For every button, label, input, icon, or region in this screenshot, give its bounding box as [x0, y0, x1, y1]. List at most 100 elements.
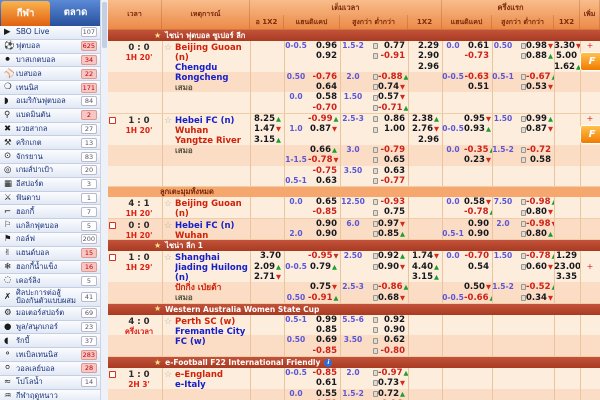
odds-cell[interactable]: -0.79 [366, 145, 408, 155]
odds-cell[interactable]: -0.75 [308, 166, 340, 176]
live-match-checkbox[interactable] [109, 371, 116, 379]
sidebar-item[interactable]: ⌐ ฮอกกี้ 7 [0, 205, 100, 220]
odds-cell[interactable]: 0.75 [366, 207, 408, 217]
odds-cell[interactable]: 0.99▲ [514, 114, 554, 124]
odds-cell[interactable]: 0.85▲ [366, 229, 408, 239]
favorite-star-icon[interactable]: ☆ [164, 116, 173, 127]
sidebar-item[interactable]: ≈ โปโลน้ำ 14 [0, 375, 100, 390]
odds-cell[interactable]: -0.78▲ [464, 207, 492, 217]
odds-cell[interactable]: -0.78▼ [308, 155, 340, 165]
sidebar-item[interactable]: ◌ เคอร์ลิง 5 [0, 274, 100, 289]
more-markets-plus-icon[interactable]: + [586, 114, 594, 124]
odds-cell[interactable]: 0.93▲ [464, 124, 492, 134]
team-name[interactable]: ปักกิ่ง เป่ยต้า [175, 283, 222, 294]
odds-cell[interactable]: -0.70 [464, 251, 492, 261]
team-name[interactable]: Fremantle City FC (w) [175, 326, 246, 347]
team-name[interactable]: Shanghai Jiading Huilong (n) [175, 253, 248, 284]
cashout-f-button[interactable]: F [580, 52, 600, 72]
odds-cell[interactable]: 0.80▲ [514, 229, 554, 239]
odds-cell[interactable]: 0.69 [308, 335, 340, 345]
odds-cell[interactable]: -0.63 [464, 72, 492, 82]
odds-cell[interactable]: 2.71▼ [250, 272, 284, 282]
odds-cell[interactable]: 0.57▼ [366, 92, 408, 102]
odds-cell[interactable]: 2.96 [408, 62, 442, 72]
odds-cell[interactable]: 0.53▼ [514, 82, 554, 92]
tab-market[interactable]: ตลาด [63, 7, 88, 18]
league-header[interactable]: ★ ไชน่า ลีก 1 [108, 240, 600, 252]
more-markets-plus-icon[interactable]: + [586, 41, 594, 50]
odds-cell[interactable]: -0.66▲ [464, 293, 492, 303]
favorite-star-icon[interactable]: ☆ [164, 370, 173, 381]
odds-cell[interactable]: 0.65 [366, 155, 408, 165]
odds-cell[interactable]: 0.77 [366, 41, 408, 51]
odds-cell[interactable]: 5.00 [554, 51, 580, 61]
sidebar-item[interactable]: ✖ มวยสากล 27 [0, 122, 100, 137]
odds-cell[interactable]: 2.96 [408, 135, 442, 145]
sidebar-item[interactable]: ▶ SBO Live 107 [0, 26, 100, 40]
odds-cell[interactable]: 0.96 [308, 41, 340, 51]
sidebar-item[interactable]: ◗ อเมริกันฟุตบอล 84 [0, 94, 100, 109]
league-header[interactable]: ★ ไชน่า ฟุตบอล ซูเปอร์ ลีก [108, 30, 600, 41]
team-name[interactable]: Hebei FC (n) [175, 116, 235, 127]
odds-cell[interactable]: 0.75▼ [308, 282, 340, 292]
sidebar-item[interactable]: ⚑ กอล์ฟ 200 [0, 232, 100, 247]
odds-cell[interactable]: 0.95▼ [464, 114, 492, 124]
sidebar-item[interactable]: ⚬ เทเบิลเทนนิส 283 [0, 348, 100, 363]
odds-cell[interactable]: 0.97▼ [366, 219, 408, 229]
sidebar-item[interactable]: ● พูล/สนุกเกอร์ 23 [0, 320, 100, 335]
odds-cell[interactable]: 4.40▲ [408, 262, 442, 272]
odds-cell[interactable]: 0.90▼ [366, 262, 408, 272]
odds-cell[interactable]: 2.90 [408, 51, 442, 61]
live-match-checkbox[interactable] [109, 254, 116, 262]
odds-cell[interactable]: 0.34▼ [514, 293, 554, 303]
odds-cell[interactable]: 0.86 [366, 114, 408, 124]
odds-cell[interactable]: 0.85 [308, 325, 340, 335]
odds-cell[interactable]: -0.85 [308, 346, 340, 356]
odds-cell[interactable]: 8.25▲ [250, 114, 284, 124]
odds-cell[interactable]: 0.63 [308, 176, 340, 186]
team-name[interactable]: Beijing Guoan (n) [175, 43, 242, 63]
team-name[interactable]: Wuhan Yangtze River [175, 230, 209, 240]
odds-cell[interactable]: -0.99▲ [308, 114, 340, 124]
odds-cell[interactable]: -0.91▲ [308, 293, 340, 303]
odds-cell[interactable]: 0.99 [308, 315, 340, 325]
sidebar-item[interactable]: ⚲ แบดมินตัน 2 [0, 108, 100, 123]
odds-cell[interactable]: -0.93 [366, 197, 408, 207]
odds-cell[interactable]: -0.76 [308, 72, 340, 82]
odds-cell[interactable]: -0.73 [464, 51, 492, 61]
sidebar-item[interactable]: ❄ ฮอกกี้น้ำแข็ง 16 [0, 260, 100, 275]
live-match-checkbox[interactable] [109, 221, 116, 229]
sidebar-item[interactable]: ▦ อีสปอร์ต 3 [0, 177, 100, 192]
odds-cell[interactable]: 3.70 [250, 251, 284, 261]
odds-cell[interactable]: -0.70 [308, 103, 340, 113]
odds-cell[interactable]: -0.91 [366, 51, 408, 61]
odds-cell[interactable]: 0.50▼ [464, 282, 492, 292]
sidebar-item[interactable]: ⊙ จักรยาน 83 [0, 150, 100, 164]
odds-cell[interactable]: -0.88▲ [366, 72, 408, 82]
team-name[interactable]: Hebei FC (n) [175, 220, 235, 231]
odds-cell[interactable]: 1.74▼ [408, 251, 442, 261]
odds-cell[interactable]: 0.58▼ [464, 197, 492, 207]
odds-cell[interactable]: 0.60▼ [514, 262, 554, 272]
odds-cell[interactable]: 0.88▲ [514, 51, 554, 61]
odds-cell[interactable]: -0.98▼ [514, 219, 554, 229]
league-header[interactable]: ★ e-Football F22 International Friendly i [108, 357, 600, 369]
odds-cell[interactable]: 2.09▲ [250, 262, 284, 272]
odds-cell[interactable]: 0.66▲ [308, 145, 340, 155]
odds-cell[interactable]: 0.90 [366, 325, 408, 335]
odds-cell[interactable]: 0.54 [464, 262, 492, 272]
odds-cell[interactable]: 1.29 [554, 251, 580, 261]
sidebar-item[interactable]: ⚙ มอเตอร์สปอร์ต 69 [0, 306, 100, 321]
info-icon[interactable]: i [324, 358, 333, 367]
team-name[interactable]: Chengdu Rongcheng [175, 63, 229, 83]
odds-cell[interactable]: 1.00 [366, 124, 408, 134]
favorite-star-icon[interactable]: ☆ [164, 199, 173, 210]
odds-cell[interactable]: -0.85 [308, 207, 340, 217]
odds-cell[interactable]: 2.76▼ [408, 124, 442, 134]
league-header[interactable]: ★ Western Australia Women State Cup [108, 303, 600, 315]
odds-cell[interactable]: 0.61 [464, 41, 492, 51]
odds-cell[interactable]: 2.38▲ [408, 114, 442, 124]
odds-cell[interactable]: 1.47▼ [250, 124, 284, 134]
tab-sports[interactable]: กีฬา [1, 1, 50, 26]
odds-cell[interactable]: -0.86▲ [366, 282, 408, 292]
